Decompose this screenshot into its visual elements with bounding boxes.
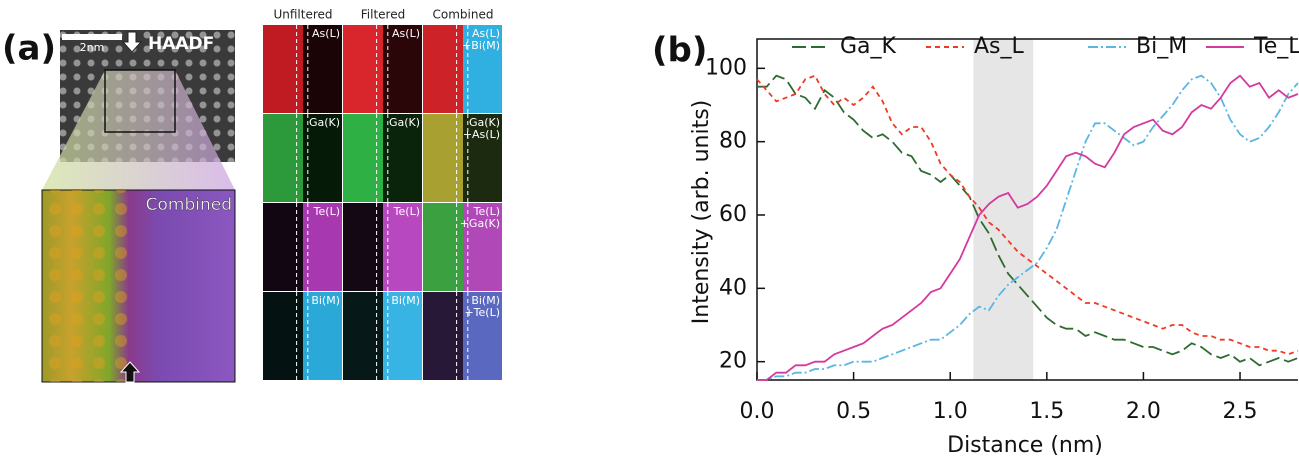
map-tile-right [463,292,502,380]
tile-label: Bi(M) [391,294,420,307]
map-tile-right [303,25,342,113]
tile-label: +Te(L) [464,306,500,319]
map-tile-right [303,292,342,380]
tile-label: Ga(K) [389,116,420,129]
tile-label: Bi(M) [471,294,500,307]
panel-label: (b) [652,31,707,71]
y-tick-label: 20 [719,349,747,374]
tile-label: As(L) [312,27,340,40]
legend-label: Bi_M [1136,34,1187,59]
y-tick-label: 60 [719,202,747,227]
tile-label: Bi(M) [311,294,340,307]
haadf-label: HAADF [148,34,214,54]
tile-label: +Ga(K) [460,217,500,230]
tile-label: +As(L) [463,128,500,141]
x-tick-label: 2.0 [1126,399,1161,424]
tile-label: Ga(K) [469,116,500,129]
panel-b: 20 40 60 80 100 0.0 0.5 1.0 1.5 2.0 2.5 Distance (n… [652,31,1299,459]
zoom-funnel [42,70,235,190]
x-tick-label: 2.5 [1223,399,1258,424]
tile-label: Te(L) [473,205,500,218]
legend-label: Ga_K [840,34,897,59]
series-line [757,74,1299,381]
zoom-box [104,69,176,133]
combined-label: Combined [146,195,232,215]
series-line [757,74,1299,367]
map-tile-right [383,114,422,202]
y-tick-label: 40 [719,275,747,300]
map-tile-right [303,114,342,202]
series-line [756,74,1299,356]
tile-label: As(L) [472,27,500,40]
legend-label: As_L [974,34,1025,59]
map-tile-right [303,203,342,291]
map-tile-right [383,203,422,291]
scale-label: 2nm [80,41,105,54]
y-tick-label: 80 [719,129,747,154]
legend-label: Te_LA [1253,34,1299,59]
y-axis-title: Intensity (arb. units) [689,100,714,324]
tile-label: Te(L) [313,205,340,218]
x-axis-title: Distance (nm) [947,433,1103,458]
x-tick-label: 0.0 [740,399,775,424]
x-tick-label: 1.0 [933,399,968,424]
shaded-region [973,39,1034,380]
panel-label: (a) [2,29,56,69]
x-tick-label: 1.5 [1029,399,1064,424]
arrow-up [119,361,141,383]
scale-bar [62,34,122,40]
map-tile-right [463,203,502,291]
map-tile-right [383,25,422,113]
x-tick-label: 0.5 [836,399,871,424]
tile-label: As(L) [392,27,420,40]
arrow-down [121,31,143,53]
column-header: Unfiltered [273,8,332,22]
column-header: Combined [433,8,494,22]
series-line [757,74,1299,381]
tile-label: Ga(K) [309,116,340,129]
panel-a: (a) 2nm HAADF Combined Unfiltered Filtered Com… [2,8,502,383]
map-tile-right [463,25,502,113]
y-tick-label: 100 [705,55,747,80]
plot-frame [756,38,1298,381]
map-tile-right [383,292,422,380]
tile-label: +Bi(M) [462,39,500,52]
map-tile-right [463,114,502,202]
combined-texture [42,190,127,382]
column-header: Filtered [361,8,405,22]
tile-label: Te(L) [393,205,420,218]
